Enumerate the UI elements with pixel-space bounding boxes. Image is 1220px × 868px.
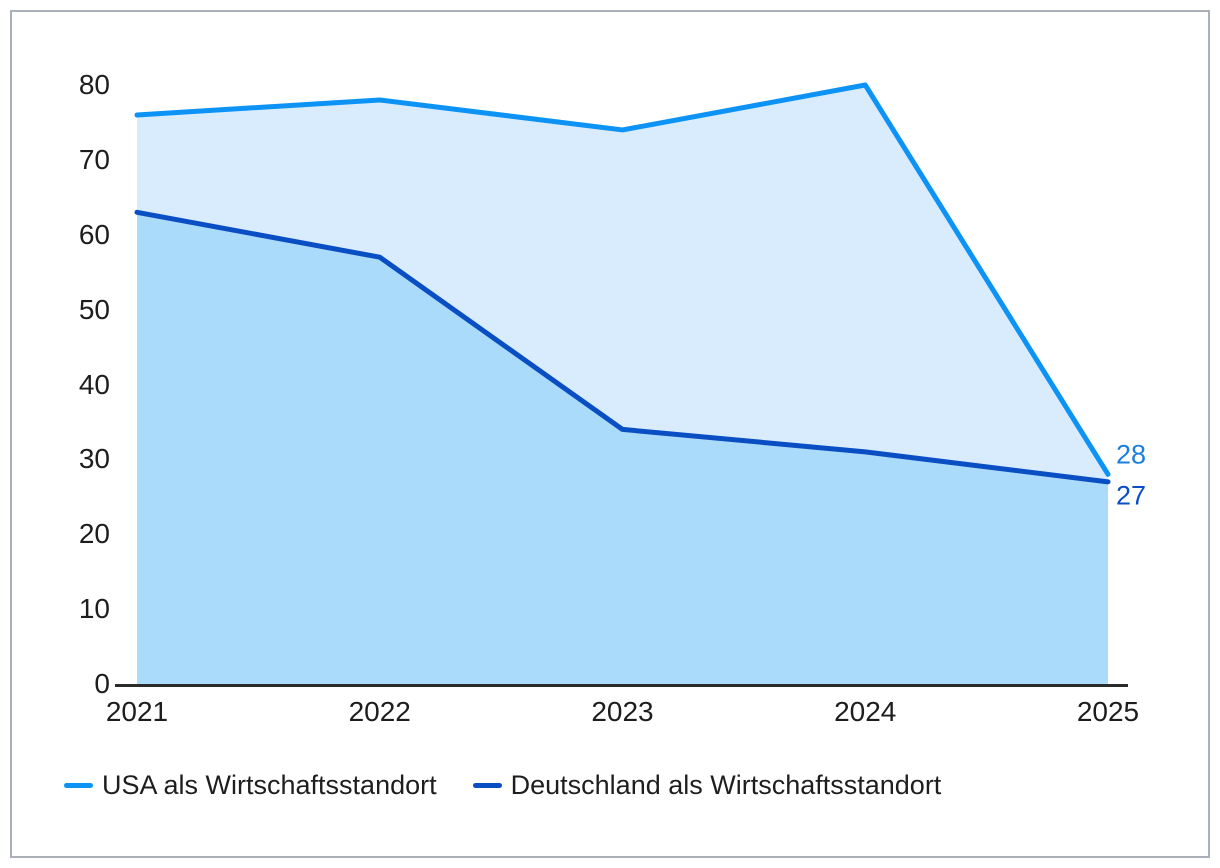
y-tick-label: 50 (78, 293, 110, 325)
y-tick-label: 20 (78, 518, 110, 550)
x-tick-label: 2022 (348, 696, 411, 727)
legend-item-usa: USA als Wirtschaftsstandort (64, 770, 437, 801)
y-tick-label: 80 (78, 69, 110, 100)
y-tick-label: 30 (78, 443, 110, 475)
y-tick-label: 60 (78, 218, 110, 250)
legend-label: USA als Wirtschaftsstandort (102, 769, 437, 800)
legend-dash-icon (472, 782, 502, 788)
x-tick-label: 2021 (105, 696, 169, 727)
x-tick-label: 2023 (591, 696, 654, 727)
legend-dash-icon (64, 782, 93, 788)
deutschland-area-fill (137, 212, 1108, 684)
y-tick-label: 10 (78, 593, 110, 625)
legend-item-deutschland: Deutschland als Wirtschaftsstandort (472, 769, 942, 801)
y-tick-label: 0 (94, 668, 110, 699)
x-tick-label: 2025 (1076, 696, 1140, 727)
usa-line (134, 82, 1111, 477)
end-value-label-deutschland: 27 (1116, 480, 1147, 511)
deutschland-line (134, 209, 1111, 485)
y-tick-label: 40 (78, 368, 110, 400)
y-tick-label: 70 (78, 143, 110, 175)
legend-label: Deutschland als Wirtschaftsstandort (510, 769, 942, 800)
end-value-label-usa: 28 (1116, 439, 1147, 470)
x-tick-label: 2024 (834, 696, 897, 727)
chart-legend: USA als Wirtschaftsstandort Deutschland a… (64, 766, 941, 804)
